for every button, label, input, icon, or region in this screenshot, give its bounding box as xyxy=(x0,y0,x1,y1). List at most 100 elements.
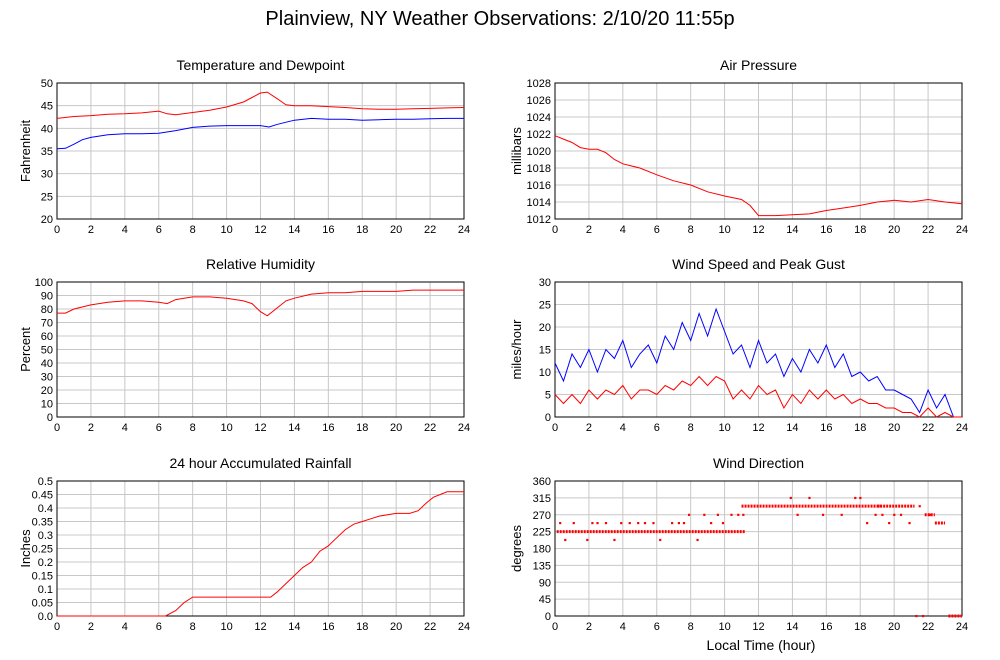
y-tick-label: 1026 xyxy=(527,95,551,107)
x-tick-label: 8 xyxy=(190,224,196,236)
x-tick-label: 8 xyxy=(688,422,694,434)
x-tick-label: 14 xyxy=(288,621,300,633)
direction-point xyxy=(559,522,562,525)
plot-frame xyxy=(56,82,465,220)
x-tick-label: 18 xyxy=(356,224,368,236)
y-tick-label: 70 xyxy=(41,318,53,330)
plot-panel-5 xyxy=(56,480,465,617)
y-tick-label: 0.15 xyxy=(32,571,53,583)
x-tick-label: 24 xyxy=(458,422,470,434)
direction-point xyxy=(703,513,706,516)
y-tick-label: 315 xyxy=(533,493,551,505)
direction-point xyxy=(696,538,699,542)
x-tick-label: 22 xyxy=(922,621,934,633)
x-tick-label: 6 xyxy=(654,422,660,434)
direction-point xyxy=(586,538,589,542)
direction-point xyxy=(866,522,869,525)
plot-title: Temperature and Dewpoint xyxy=(176,57,344,73)
y-tick-label: 35 xyxy=(41,146,53,158)
y-tick-label: 45 xyxy=(539,594,551,606)
series-line xyxy=(554,307,962,418)
y-tick-label: 10 xyxy=(539,367,551,379)
x-tick-label: 16 xyxy=(322,621,334,633)
x-tick-label: 8 xyxy=(688,621,694,633)
direction-point xyxy=(721,522,725,525)
series-line xyxy=(57,491,464,617)
page-title: Plainview, NY Weather Observations: 2/10… xyxy=(265,8,735,30)
plot-panel-3 xyxy=(56,281,465,418)
direction-point xyxy=(742,513,745,516)
direction-point xyxy=(874,513,877,516)
x-tick-label: 16 xyxy=(322,422,334,434)
direction-point xyxy=(737,513,740,516)
x-tick-label: 2 xyxy=(88,224,94,236)
x-tick-label: 4 xyxy=(122,422,128,434)
series-line xyxy=(554,375,962,418)
direction-point xyxy=(918,505,921,508)
x-tick-label: 16 xyxy=(322,224,334,236)
x-tick-label: 18 xyxy=(854,224,866,236)
x-tick-label: 2 xyxy=(88,621,94,633)
y-tick-label: 1012 xyxy=(527,214,551,226)
x-tick-label: 4 xyxy=(620,224,626,236)
y-tick-label: 0 xyxy=(47,412,53,424)
y-tick-label: 10 xyxy=(41,399,53,411)
y-tick-label: 1014 xyxy=(527,197,551,209)
direction-point xyxy=(716,513,719,516)
direction-point xyxy=(881,513,884,516)
x-tick-label: 20 xyxy=(888,224,900,236)
x-tick-label: 12 xyxy=(254,621,266,633)
y-tick-label: 0 xyxy=(545,412,551,424)
x-tick-label: 0 xyxy=(552,621,558,633)
plot-panel-4 xyxy=(554,281,963,418)
y-tick-label: 270 xyxy=(533,510,551,522)
x-tick-label: 20 xyxy=(888,422,900,434)
direction-point xyxy=(628,522,631,525)
direction-point xyxy=(893,513,896,516)
plot-title: 24 hour Accumulated Rainfall xyxy=(169,455,351,471)
x-tick-label: 12 xyxy=(752,422,764,434)
x-tick-label: 22 xyxy=(922,224,934,236)
y-axis-label: Fahrenheit xyxy=(18,120,33,183)
x-tick-label: 0 xyxy=(54,621,60,633)
x-tick-label: 16 xyxy=(820,224,832,236)
x-tick-label: 6 xyxy=(654,621,660,633)
direction-point xyxy=(596,522,599,525)
y-tick-label: 90 xyxy=(41,291,53,303)
plot-frame xyxy=(554,281,963,418)
x-tick-label: 12 xyxy=(254,422,266,434)
plot-frame xyxy=(554,480,963,617)
plot-panel-1 xyxy=(56,82,465,220)
y-tick-label: 45 xyxy=(41,101,53,113)
y-tick-label: 20 xyxy=(41,385,53,397)
y-tick-label: 90 xyxy=(539,577,551,589)
y-tick-label: 5 xyxy=(545,390,551,402)
x-tick-label: 22 xyxy=(424,224,436,236)
x-tick-label: 6 xyxy=(156,422,162,434)
y-tick-label: 0.4 xyxy=(38,503,53,515)
direction-point xyxy=(671,522,674,525)
y-tick-label: 180 xyxy=(533,544,551,556)
x-tick-label: 6 xyxy=(156,621,162,633)
x-tick-label: 18 xyxy=(854,422,866,434)
y-tick-label: 20 xyxy=(41,214,53,226)
direction-point xyxy=(921,615,925,618)
x-tick-label: 24 xyxy=(956,224,968,236)
x-tick-label: 14 xyxy=(786,224,798,236)
direction-point xyxy=(687,513,691,516)
direction-point xyxy=(677,522,680,525)
x-tick-label: 20 xyxy=(888,621,900,633)
x-tick-label: 24 xyxy=(458,621,470,633)
series-line xyxy=(56,117,464,150)
y-tick-label: 0.5 xyxy=(38,476,53,488)
y-tick-label: 1020 xyxy=(527,146,551,158)
y-tick-label: 0.05 xyxy=(32,598,53,610)
series-line xyxy=(56,91,465,119)
y-axis-label: millibars xyxy=(509,127,524,175)
x-tick-label: 10 xyxy=(220,621,232,633)
plot-title: Relative Humidity xyxy=(206,256,315,272)
y-tick-label: 1018 xyxy=(527,163,551,175)
x-tick-label: 4 xyxy=(122,224,128,236)
plot-panel-6 xyxy=(554,480,963,618)
